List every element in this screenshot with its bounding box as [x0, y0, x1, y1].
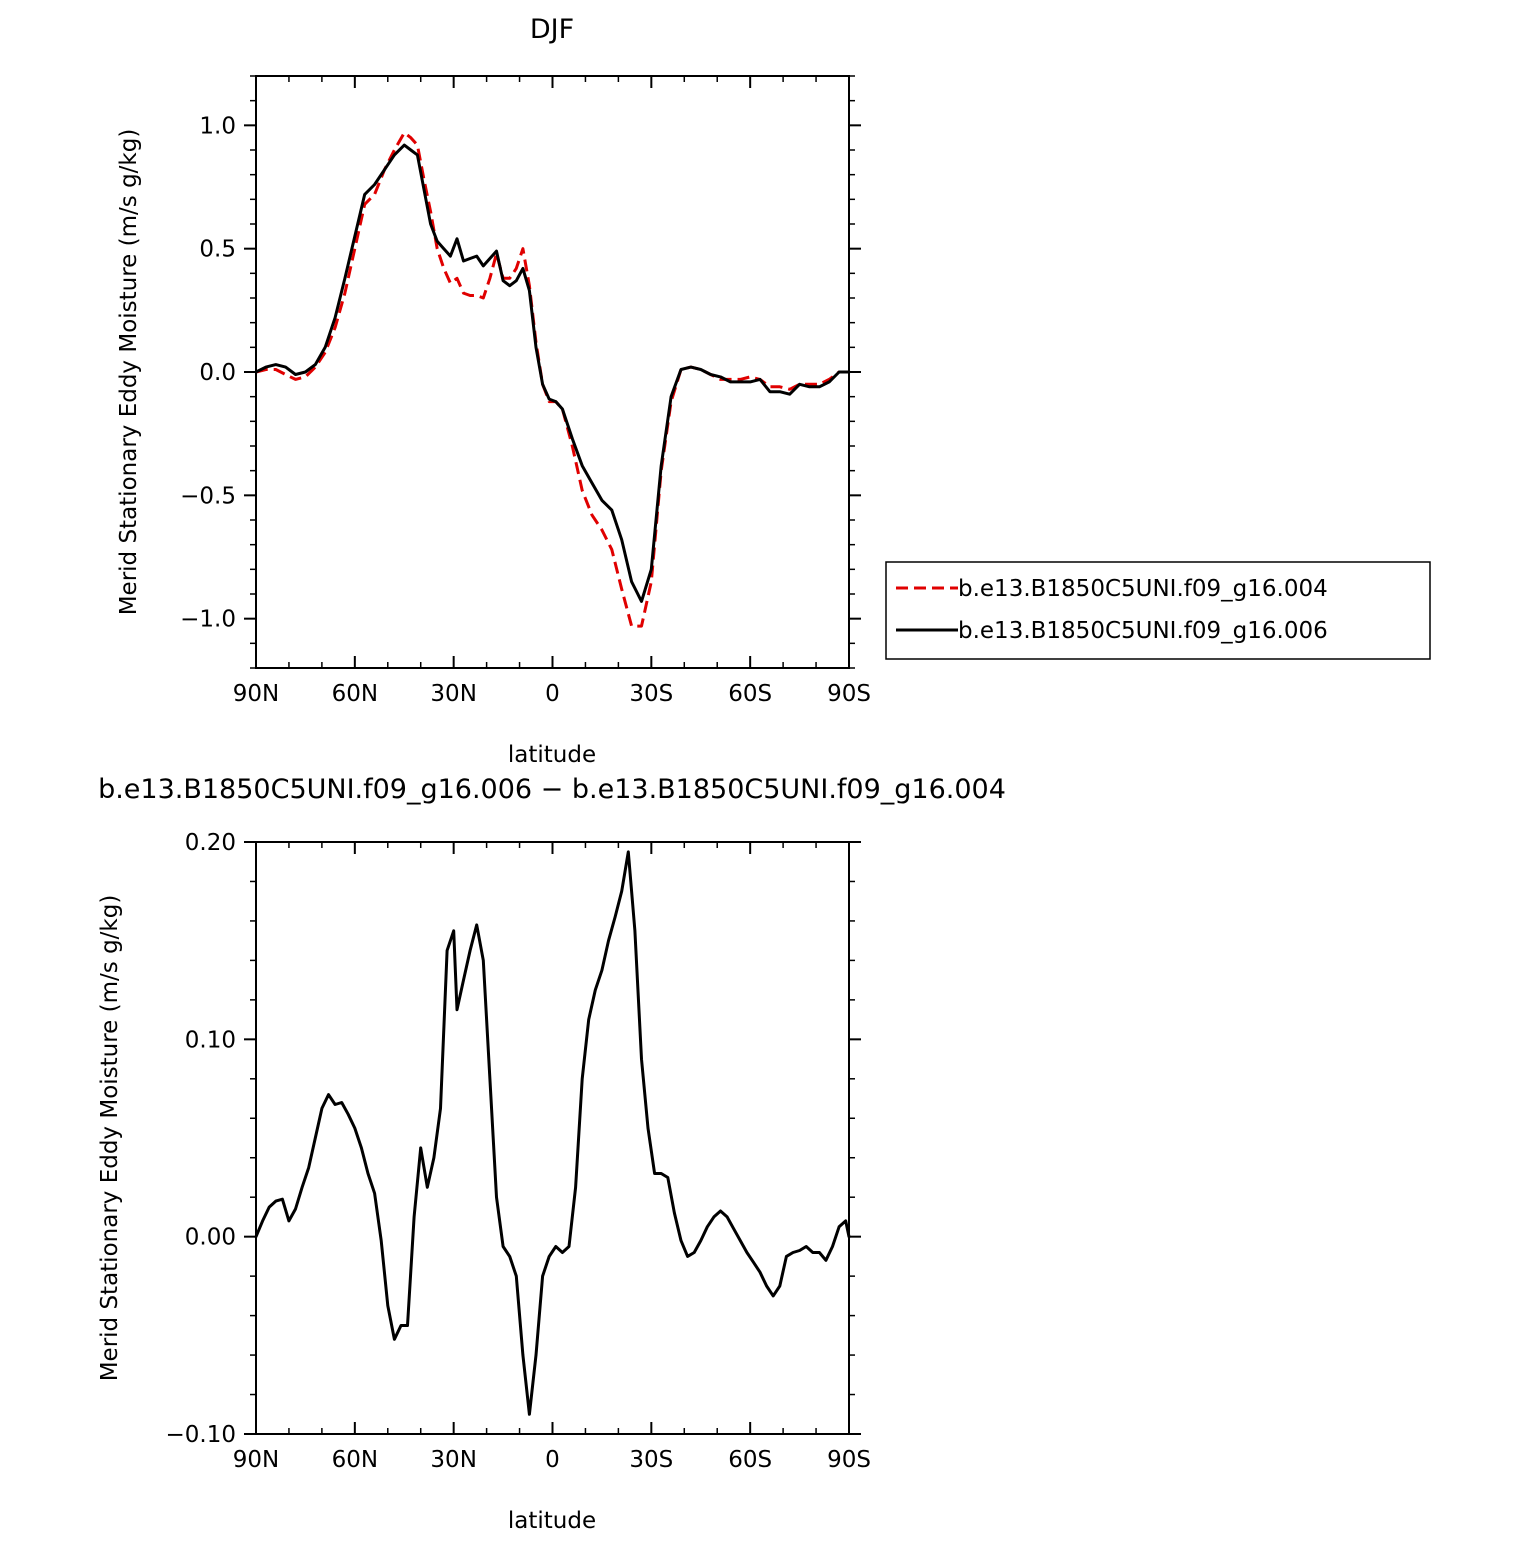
bottom-xtick-label: 0	[545, 1447, 560, 1473]
top-ylabel: Merid Stationary Eddy Moisture (m/s g/kg…	[116, 129, 142, 616]
top-ytick-label: −0.5	[180, 483, 236, 509]
top-series-line-1	[254, 143, 851, 603]
top-ytick-label: −1.0	[180, 607, 236, 633]
legend-label-006: b.e13.B1850C5UNI.f09_g16.006	[958, 618, 1328, 644]
bottom-ylabel: Merid Stationary Eddy Moisture (m/s g/kg…	[97, 895, 123, 1382]
bottom-title: b.e13.B1850C5UNI.f09_g16.006 − b.e13.B18…	[98, 774, 1006, 805]
bottom-ticks: 90N 60N 30N 0 30S 60S 90S 0.20 0.10 0.00 −0.10	[166, 830, 871, 1473]
top-ytick-label: 0.5	[199, 237, 236, 263]
bottom-xtick-label: 60N	[332, 1447, 378, 1473]
top-title: DJF	[530, 14, 574, 45]
bottom-panel: b.e13.B1850C5UNI.f09_g16.006 − b.e13.B18…	[97, 774, 1006, 1534]
top-plot-frame	[255, 75, 850, 669]
bottom-xtick-label: 30S	[629, 1447, 673, 1473]
bottom-ytick-label: 0.00	[185, 1225, 236, 1251]
top-xtick-label: 60S	[728, 681, 772, 707]
bottom-plot-frame	[255, 841, 850, 1435]
top-xtick-label: 90S	[827, 681, 871, 707]
top-xtick-label: 30S	[629, 681, 673, 707]
bottom-ytick-label: −0.10	[166, 1422, 236, 1448]
top-panel: DJF Merid Stationary Eddy Moisture (m/s …	[116, 14, 871, 768]
top-series	[254, 131, 851, 628]
top-xtick-label: 90N	[233, 681, 279, 707]
bottom-xtick-label: 60S	[728, 1447, 772, 1473]
bottom-ytick-label: 0.20	[185, 830, 236, 856]
legend: b.e13.B1850C5UNI.f09_g16.004 b.e13.B1850…	[885, 561, 1431, 660]
top-xlabel: latitude	[508, 742, 596, 768]
top-ytick-label: 0.0	[199, 360, 236, 386]
bottom-xlabel: latitude	[508, 1508, 596, 1534]
bottom-series	[254, 850, 851, 1416]
top-xtick-label: 30N	[430, 681, 476, 707]
bottom-series-line-0	[254, 850, 851, 1416]
top-xtick-label: 0	[545, 681, 560, 707]
top-ytick-label: 1.0	[199, 113, 236, 139]
bottom-xtick-label: 90S	[827, 1447, 871, 1473]
top-xtick-label: 60N	[332, 681, 378, 707]
bottom-ytick-label: 0.10	[185, 1027, 236, 1053]
top-ticks: 90N 60N 30N 0 30S 60S 90S 1.0 0.5 0.0 −0.5 −1.0	[180, 75, 871, 707]
bottom-xtick-label: 30N	[430, 1447, 476, 1473]
legend-box	[885, 561, 1431, 660]
bottom-xtick-label: 90N	[233, 1447, 279, 1473]
legend-label-004: b.e13.B1850C5UNI.f09_g16.004	[958, 576, 1328, 602]
